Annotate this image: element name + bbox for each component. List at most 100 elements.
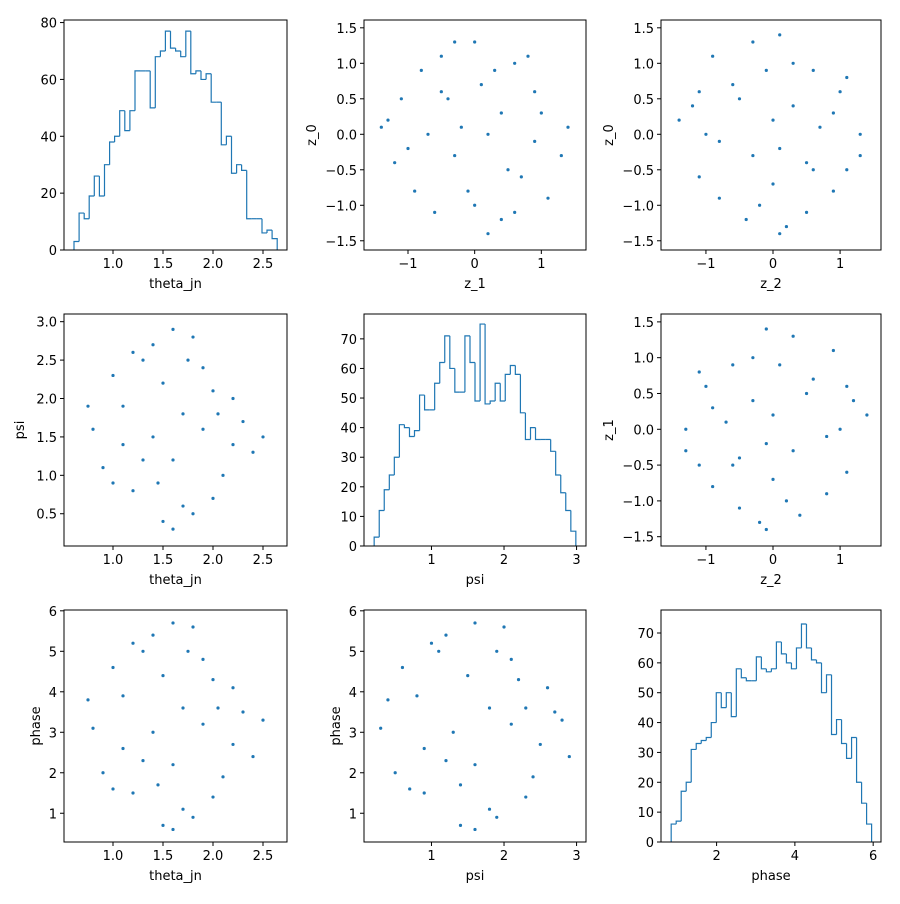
hist-step — [444, 335, 450, 363]
hist-step — [555, 451, 561, 476]
hist-step — [700, 739, 707, 744]
hist-step — [785, 653, 792, 664]
scatter-point — [831, 348, 835, 353]
scatter-point — [771, 182, 775, 186]
scatter-point — [791, 61, 795, 65]
scatter-point — [151, 343, 155, 347]
scatter-point — [191, 512, 195, 516]
hist-step — [180, 50, 186, 58]
scatter-point — [171, 458, 175, 462]
y-tick-label: 30 — [340, 451, 357, 466]
x-tick-label: 2.0 — [203, 849, 224, 864]
hist-step — [685, 781, 692, 792]
scatter-point — [91, 726, 95, 730]
scatter-point — [764, 327, 768, 331]
scatter-point — [251, 754, 255, 759]
y-tick-label: 1.5 — [336, 22, 357, 37]
scatter-point — [261, 718, 265, 722]
hist-step — [815, 659, 822, 664]
scatter-point — [131, 641, 135, 645]
scatter-point — [433, 210, 437, 214]
x-axis-label: psi — [466, 573, 485, 588]
hist-step — [805, 624, 812, 649]
hist-step — [403, 424, 410, 429]
scatter-point — [181, 706, 185, 710]
hist-step — [765, 668, 772, 673]
scatter-point — [737, 456, 742, 460]
hist-step — [474, 362, 481, 402]
scatter-point — [211, 496, 215, 500]
y-tick-label: 0 — [349, 540, 357, 555]
hist-step — [730, 692, 737, 718]
hist-step — [423, 395, 430, 411]
y-tick-label: 1.5 — [36, 431, 57, 446]
hist-step — [169, 31, 176, 49]
hist-step — [83, 213, 90, 220]
hist-step — [393, 456, 400, 475]
scatter-point — [181, 807, 185, 811]
hist-step — [825, 674, 832, 693]
y-tick-label: 50 — [340, 392, 357, 407]
scatter-point — [161, 823, 165, 827]
scatter-point — [141, 759, 145, 763]
y-tick-label: 3.0 — [36, 316, 57, 331]
hist-step — [408, 427, 415, 438]
scatter-point — [545, 686, 550, 690]
hist-step — [810, 647, 817, 661]
hist-step — [705, 736, 712, 741]
scatter-point — [379, 125, 383, 129]
x-axis-label: theta_jn — [149, 573, 202, 588]
marks — [373, 323, 577, 546]
scatter-point — [811, 68, 815, 73]
axes-frame — [660, 19, 882, 251]
scatter-point — [751, 399, 755, 403]
hist-step — [710, 721, 717, 738]
x-tick-label: 3 — [572, 553, 580, 568]
scatter-point — [151, 730, 155, 734]
scatter-point — [453, 40, 457, 44]
hist-step — [225, 135, 232, 145]
hist-step — [524, 412, 531, 441]
y-tick-label: 70 — [340, 333, 357, 348]
axes-frame — [63, 609, 288, 843]
scatter-point — [487, 807, 492, 811]
y-tick-label: 0 — [49, 244, 57, 259]
x-tick-label: 1 — [427, 553, 435, 568]
subplot: 1.0 1.5 2.0 2.5 1 2 3 4 5 6 theta_jn phase — [29, 605, 288, 884]
scatter-point — [858, 132, 862, 136]
scatter-point — [151, 435, 155, 439]
y-tick-label: 60 — [637, 657, 654, 672]
scatter-point — [181, 504, 185, 508]
hist-step — [850, 736, 857, 759]
axes-frame — [363, 313, 587, 547]
scatter-point — [473, 40, 477, 44]
x-tick-label: 2 — [500, 553, 508, 568]
scatter-point — [181, 412, 185, 416]
hist-step — [454, 368, 460, 393]
y-tick-label: 1.0 — [633, 57, 654, 72]
scatter-point — [413, 189, 417, 193]
hist-step — [109, 141, 115, 165]
hist-step — [855, 737, 862, 783]
scatter-point — [446, 97, 450, 101]
x-tick-label: 1.0 — [103, 257, 124, 272]
marks — [73, 30, 278, 250]
scatter-point — [459, 125, 463, 129]
x-tick-label: 1.5 — [153, 553, 174, 568]
scatter-point — [216, 412, 220, 416]
hist-step — [860, 782, 867, 804]
scatter-point — [201, 657, 205, 661]
y-tick-label: −1.5 — [325, 235, 357, 250]
scatter-point — [151, 633, 155, 637]
y-tick-label: 0.5 — [633, 387, 654, 402]
y-axis-label: psi — [13, 421, 28, 440]
hist-step — [840, 719, 847, 745]
hist-step — [675, 820, 682, 825]
scatter-point — [161, 381, 165, 385]
x-tick-label: 2 — [712, 849, 720, 864]
scatter-point — [231, 686, 235, 690]
hist-step — [378, 509, 385, 538]
hist-step — [246, 170, 252, 220]
scatter-point — [865, 413, 869, 417]
hist-step — [514, 365, 521, 375]
